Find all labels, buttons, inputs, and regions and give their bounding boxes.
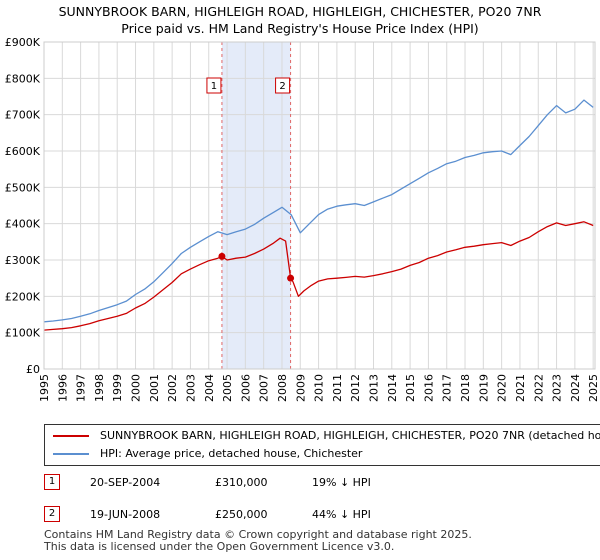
x-tick-label: 2001 bbox=[148, 374, 161, 402]
sale-marker-box bbox=[206, 77, 222, 94]
x-tick-label: 2016 bbox=[422, 374, 435, 402]
x-tick-label: 2002 bbox=[166, 374, 179, 402]
x-tick-label: 2017 bbox=[441, 374, 454, 402]
y-tick-label: £0 bbox=[26, 363, 40, 376]
sale-marker-box bbox=[275, 77, 291, 94]
x-tick-label: 2000 bbox=[130, 374, 143, 402]
x-tick-label: 2004 bbox=[203, 374, 216, 402]
x-tick-label: 2014 bbox=[386, 374, 399, 402]
x-tick-label: 2019 bbox=[477, 374, 490, 402]
y-tick-label: £100K bbox=[5, 327, 41, 340]
transaction-marker-box: 1 bbox=[44, 474, 60, 490]
plot-border bbox=[43, 41, 596, 370]
x-tick-label: 2020 bbox=[496, 374, 509, 402]
x-tick-label: 2003 bbox=[184, 374, 197, 402]
x-tick-label: 2011 bbox=[331, 374, 344, 402]
x-tick-label: 1997 bbox=[75, 374, 88, 402]
x-tick-label: 2025 bbox=[587, 374, 600, 402]
x-tick-label: 2006 bbox=[239, 374, 252, 402]
y-tick-label: £600K bbox=[5, 145, 41, 158]
transaction-price: £310,000 bbox=[215, 476, 268, 489]
transaction-marker-box: 2 bbox=[44, 506, 60, 522]
legend-swatch-hpi bbox=[53, 453, 89, 455]
transaction-hpi: 19% ↓ HPI bbox=[312, 476, 371, 489]
chart-title: SUNNYBROOK BARN, HIGHLEIGH ROAD, HIGHLEI… bbox=[58, 4, 542, 19]
sale-point bbox=[218, 252, 226, 260]
x-tick-label: 2010 bbox=[313, 374, 326, 402]
x-tick-label: 2008 bbox=[276, 374, 289, 402]
x-tick-label: 2012 bbox=[349, 374, 362, 402]
chart-subtitle: Price paid vs. HM Land Registry's House … bbox=[121, 21, 479, 36]
hpi-series-line bbox=[43, 99, 594, 323]
x-tick-label: 2024 bbox=[569, 374, 582, 402]
y-tick-label: £400K bbox=[5, 218, 41, 231]
x-tick-label: 1996 bbox=[56, 374, 69, 402]
sale-marker-label: 1 bbox=[211, 81, 217, 92]
x-tick-label: 2005 bbox=[221, 374, 234, 402]
legend: SUNNYBROOK BARN, HIGHLEIGH ROAD, HIGHLEI… bbox=[44, 424, 600, 466]
transaction-price: £250,000 bbox=[215, 508, 268, 521]
x-tick-label: 1995 bbox=[38, 374, 51, 402]
plot-area bbox=[44, 42, 595, 369]
price-chart: £0 £100K £200K £300K £400K £500K £600K £700K £80… bbox=[5, 36, 600, 402]
x-tick-label: 2009 bbox=[294, 374, 307, 402]
x-tick-label: 2013 bbox=[368, 374, 381, 402]
sale-point bbox=[287, 274, 295, 282]
x-tick-label: 2018 bbox=[459, 374, 472, 402]
transaction-date: 19-JUN-2008 bbox=[90, 508, 161, 521]
legend-label-hpi: HPI: Average price, detached house, Chic… bbox=[100, 447, 363, 460]
y-tick-label: £500K bbox=[5, 181, 41, 194]
y-tick-label: £800K bbox=[5, 72, 41, 85]
sale-period-band bbox=[221, 42, 291, 369]
x-tick-label: 2022 bbox=[532, 374, 545, 402]
x-tick-label: 2021 bbox=[514, 374, 527, 402]
transaction-hpi: 44% ↓ HPI bbox=[312, 508, 371, 521]
footer: Contains HM Land Registry data © Crown c… bbox=[44, 529, 472, 553]
y-tick-label: £200K bbox=[5, 290, 41, 303]
transaction-date: 20-SEP-2004 bbox=[90, 476, 161, 489]
legend-swatch-property bbox=[53, 435, 89, 437]
legend-label-property: SUNNYBROOK BARN, HIGHLEIGH ROAD, HIGHLEI… bbox=[100, 429, 600, 442]
footer-copyright: Contains HM Land Registry data © Crown c… bbox=[44, 528, 472, 541]
y-tick-label: £300K bbox=[5, 254, 41, 267]
x-tick-label: 2007 bbox=[258, 374, 271, 402]
footer-license: This data is licensed under the Open Gov… bbox=[44, 540, 395, 553]
x-tick-label: 2023 bbox=[551, 374, 564, 402]
y-tick-label: £700K bbox=[5, 109, 41, 122]
x-tick-label: 2015 bbox=[404, 374, 417, 402]
x-tick-label: 1998 bbox=[93, 374, 106, 402]
x-tick-label: 1999 bbox=[111, 374, 124, 402]
y-tick-label: £900K bbox=[5, 36, 41, 49]
property-series-line bbox=[43, 221, 594, 331]
sale-marker-label: 2 bbox=[279, 81, 285, 92]
